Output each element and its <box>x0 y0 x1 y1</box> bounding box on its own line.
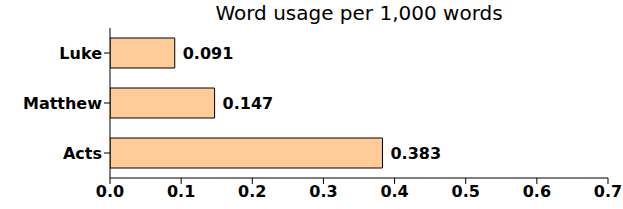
svg-text:0.2: 0.2 <box>238 182 266 201</box>
svg-text:0.383: 0.383 <box>390 144 441 163</box>
svg-text:Matthew: Matthew <box>23 94 102 113</box>
svg-text:0.091: 0.091 <box>183 44 234 63</box>
svg-text:0.7: 0.7 <box>594 182 615 201</box>
svg-text:0.5: 0.5 <box>452 182 480 201</box>
svg-text:0.0: 0.0 <box>96 182 124 201</box>
svg-text:0.147: 0.147 <box>223 94 274 113</box>
svg-text:0.1: 0.1 <box>167 182 195 201</box>
svg-text:0.4: 0.4 <box>380 182 408 201</box>
svg-text:0.6: 0.6 <box>523 182 551 201</box>
svg-text:Luke: Luke <box>59 44 102 63</box>
html-text:Word usage per 1,000 words: Word usage per 1,000 words <box>215 1 503 25</box>
svg-text:0.3: 0.3 <box>309 182 337 201</box>
svg-text:Acts: Acts <box>63 144 102 163</box>
